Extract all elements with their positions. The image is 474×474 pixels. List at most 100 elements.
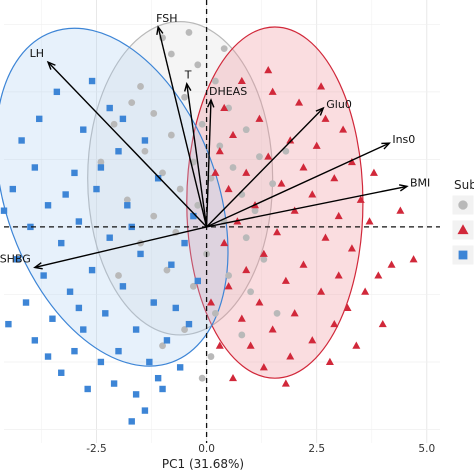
data-point-red (206, 298, 215, 306)
data-point-blue (36, 115, 43, 123)
data-point-red (308, 190, 317, 198)
data-point-blue (163, 337, 171, 344)
loading-arrow-glu0 (206, 107, 324, 228)
loading-label-ins0: Ins0 (392, 133, 415, 146)
data-point-grey (273, 309, 281, 317)
data-point-red (229, 373, 238, 382)
data-point-blue (9, 185, 17, 193)
data-point-grey (282, 147, 290, 155)
data-point-red (339, 125, 348, 133)
data-point-blue (97, 358, 105, 366)
data-point-blue (84, 385, 91, 393)
data-point-blue (172, 304, 179, 312)
data-point-grey (198, 374, 206, 382)
data-point-blue (75, 218, 83, 225)
data-point-grey (115, 272, 122, 279)
arrowhead (315, 106, 325, 116)
data-point-blue (159, 385, 166, 393)
ellipse-blue (0, 27, 229, 367)
arrowhead (206, 98, 215, 108)
data-point-grey (238, 331, 246, 339)
data-point-blue (106, 234, 113, 241)
loading-label-glu0: Glu0 (326, 98, 352, 111)
data-point-grey (207, 174, 215, 182)
data-point-red (211, 168, 220, 176)
data-point-blue (146, 358, 153, 366)
data-point-blue (150, 299, 157, 306)
data-point-red (246, 341, 255, 349)
arrowhead (156, 25, 164, 36)
data-point-blue (44, 353, 52, 360)
data-point-red (347, 244, 356, 252)
data-point-blue (176, 364, 184, 371)
loading-label-bmi: BMI (410, 176, 430, 189)
data-point-blue (75, 304, 83, 312)
loading-label-lh: LH (30, 47, 44, 60)
data-point-red (356, 195, 365, 203)
data-point-blue (80, 126, 87, 133)
legend-title: Sub (454, 178, 474, 192)
data-point-red (312, 141, 321, 149)
loading-arrow-fsh (157, 26, 208, 228)
data-point-blue (106, 104, 113, 112)
data-point-red (369, 168, 378, 176)
data-point-red (387, 260, 396, 268)
data-point-red (264, 66, 273, 74)
data-point-grey (238, 191, 246, 198)
x-tick-label: 5.0 (418, 443, 435, 455)
data-point-blue (58, 239, 65, 247)
data-point-blue (0, 207, 8, 214)
data-point-red (317, 82, 326, 90)
data-point-red (255, 298, 264, 306)
data-point-grey (159, 342, 166, 350)
legend: Sub (451, 178, 474, 266)
data-point-blue (194, 277, 201, 285)
data-point-red (290, 206, 299, 214)
data-point-blue (49, 315, 56, 322)
loading-label-fsh: FSH (156, 12, 177, 25)
data-point-blue (128, 418, 135, 425)
data-point-red (325, 357, 334, 365)
arrowhead (33, 262, 43, 270)
data-point-grey (176, 185, 184, 193)
data-point-blue (62, 191, 69, 198)
data-point-grey (220, 45, 228, 53)
data-point-blue (190, 212, 197, 220)
legend-key-blue (458, 250, 468, 260)
data-point-red (237, 314, 246, 322)
data-point-blue (132, 391, 140, 398)
data-point-red (330, 319, 339, 328)
data-point-red (281, 379, 290, 387)
loading-arrows: FSH LH T DHEAS Glu0 Ins0 BMI SHBG (0, 12, 430, 270)
data-point-blue (58, 369, 65, 376)
data-point-red (268, 87, 277, 95)
data-point-red (259, 363, 268, 371)
data-point-grey (189, 282, 197, 290)
arrowhead (381, 142, 391, 150)
loading-arrow-bmi (206, 185, 408, 228)
data-point-blue (18, 137, 25, 144)
data-point-blue (102, 310, 109, 317)
data-point-grey (198, 120, 206, 128)
data-point-blue (14, 256, 21, 263)
x-tick-label: -2.5 (86, 443, 107, 455)
data-point-red (343, 303, 352, 311)
data-point-blue (31, 164, 39, 171)
data-point-grey (211, 77, 219, 85)
data-point-red (277, 179, 286, 187)
data-point-blue (71, 347, 78, 355)
data-point-blue (80, 326, 87, 333)
data-point-red (286, 136, 295, 144)
data-point-red (259, 249, 268, 257)
confidence-ellipses (0, 21, 364, 379)
data-point-grey (137, 83, 144, 90)
loading-arrow-shbg (34, 226, 207, 269)
data-point-red (220, 238, 229, 247)
data-point-red (330, 174, 339, 182)
x-axis-ticks: -2.5 0.0 2.5 5.0 (86, 443, 435, 455)
data-point-red (334, 211, 343, 220)
data-point-grey (159, 169, 166, 177)
data-point-blue (5, 320, 12, 328)
data-point-red (290, 309, 299, 317)
data-point-grey (150, 212, 158, 220)
